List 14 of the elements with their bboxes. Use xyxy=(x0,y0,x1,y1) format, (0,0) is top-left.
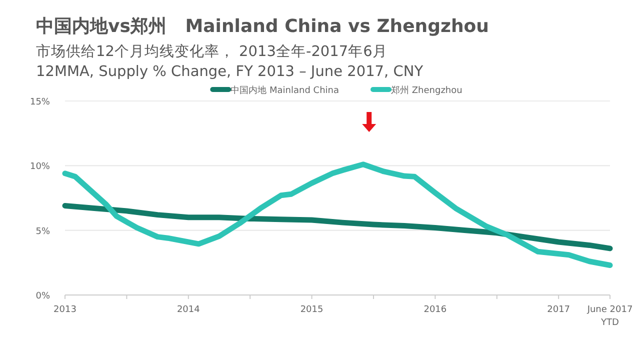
y-tick-label: 0% xyxy=(36,292,50,302)
chart-subtitle: 市场供给12个月均线变化率， 2013全年-2017年6月 12MMA, Supply % Change, FY 2013 – June 2017, CNY xyxy=(36,43,424,80)
x-tick-label: 2017 xyxy=(547,305,570,315)
y-tick-label: 10% xyxy=(30,162,50,172)
legend-label: 中国内地 Mainland China xyxy=(230,85,340,96)
x-tick-label: 2016 xyxy=(424,305,447,315)
legend-label: 郑州 Zhengzhou xyxy=(391,85,462,96)
chart-title: 中国内地vs郑州 Mainland China vs Zhengzhou xyxy=(36,16,489,37)
y-tick-label: 5% xyxy=(36,226,50,237)
x-tick-label: 2015 xyxy=(300,305,324,315)
x-tick-label: 2013 xyxy=(54,305,76,315)
y-tick-label: 15% xyxy=(30,98,50,108)
x-tick-label: June 2017 YTD xyxy=(586,305,633,328)
x-tick-label: 2014 xyxy=(176,305,200,315)
